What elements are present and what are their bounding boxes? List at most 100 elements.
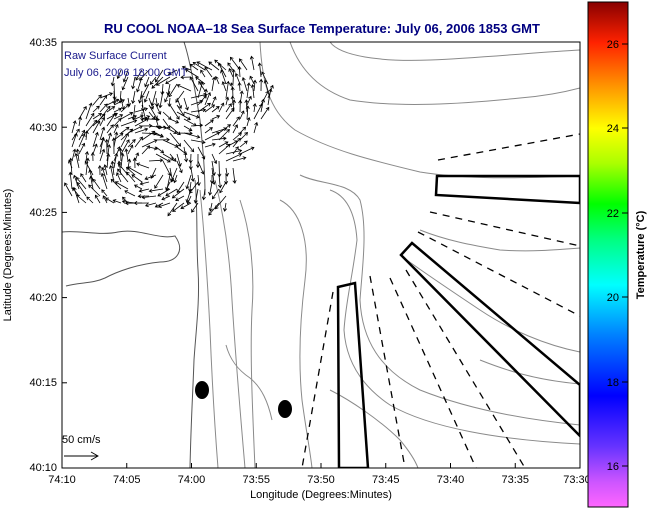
current-vector <box>211 96 217 106</box>
current-vector <box>141 145 151 155</box>
x-tick-label: 74:05 <box>113 474 141 486</box>
current-vector <box>162 125 178 134</box>
current-vector <box>267 88 273 106</box>
current-vector <box>110 178 122 190</box>
current-vector <box>90 152 95 162</box>
contour-12 <box>329 389 419 468</box>
current-vector <box>113 114 124 120</box>
current-vector <box>232 137 241 148</box>
current-vector <box>222 202 228 212</box>
current-vector <box>73 174 80 190</box>
current-vector <box>218 141 229 148</box>
current-vector <box>230 95 235 106</box>
current-vector <box>101 189 108 197</box>
current-vector <box>224 167 229 177</box>
current-vector <box>124 148 129 162</box>
colorbar-tick-label: 16 <box>607 461 619 473</box>
current-vector <box>155 153 171 163</box>
current-vector <box>158 202 171 209</box>
current-vector <box>225 96 230 106</box>
tick-marks <box>61 41 581 469</box>
current-vector <box>157 188 171 197</box>
colorbar-tick-label: 24 <box>607 123 619 135</box>
current-vector <box>250 84 255 99</box>
current-vector <box>208 202 213 212</box>
current-vector <box>100 172 108 190</box>
current-vector <box>84 130 89 141</box>
current-vector <box>183 139 195 153</box>
current-vector <box>165 188 178 197</box>
current-vector <box>124 190 136 197</box>
current-vector <box>225 148 243 155</box>
current-vector <box>105 197 115 204</box>
current-vector <box>92 178 101 190</box>
current-vector <box>92 112 103 120</box>
current-vector <box>225 80 231 99</box>
colorbar-tick-label: 22 <box>607 208 619 220</box>
current-vector <box>232 132 242 141</box>
current-vector <box>191 202 199 213</box>
current-vector <box>232 167 237 184</box>
current-vector <box>204 131 221 141</box>
current-vector <box>155 132 164 138</box>
current-vector <box>231 68 236 85</box>
current-vector <box>183 111 200 119</box>
current-vector <box>162 139 179 148</box>
current-vector <box>127 114 138 120</box>
current-vector <box>127 125 143 134</box>
current-vector <box>133 201 150 206</box>
y-axis-label: Latitude (Degrees:Minutes) <box>2 189 14 322</box>
current-vector <box>103 164 108 176</box>
current-vector <box>225 103 232 113</box>
current-vector <box>154 97 159 107</box>
annotation-line2: July 06, 2006 18:00 GMT <box>64 67 188 79</box>
sector-lines <box>301 133 580 468</box>
contour-13 <box>225 344 273 421</box>
current-vector <box>211 188 220 200</box>
current-vector <box>238 99 243 113</box>
current-vector <box>192 62 206 71</box>
current-vector <box>154 202 164 208</box>
current-vector <box>78 142 86 155</box>
current-vector <box>204 142 216 148</box>
current-vector <box>244 99 249 113</box>
x-tick-label: 73:45 <box>372 474 400 486</box>
current-vector <box>260 90 269 106</box>
current-vector <box>239 140 248 148</box>
current-vector <box>186 195 192 205</box>
current-vector <box>263 79 269 92</box>
current-vector <box>190 108 207 113</box>
current-vector <box>246 95 252 106</box>
current-vector <box>193 188 199 204</box>
current-vector <box>198 80 206 92</box>
current-vector <box>211 136 227 141</box>
current-vector <box>120 119 138 127</box>
current-vector <box>68 171 73 190</box>
current-vector <box>228 68 234 78</box>
current-vector <box>134 127 149 134</box>
current-vector <box>158 90 164 109</box>
box-south <box>336 281 370 468</box>
current-vector <box>189 76 199 92</box>
current-vector <box>204 92 211 106</box>
current-vector <box>92 120 101 134</box>
current-vector <box>204 119 214 127</box>
current-vector <box>232 146 239 155</box>
current-vector <box>84 151 89 162</box>
current-vector <box>239 146 255 155</box>
current-vector <box>101 167 108 183</box>
contour-4 <box>299 174 580 426</box>
coastline <box>62 42 206 468</box>
current-vector <box>116 69 122 80</box>
current-vector <box>127 166 143 176</box>
current-vector <box>145 202 157 208</box>
colorbar-tick-label: 20 <box>607 292 619 304</box>
marker-station-b <box>278 400 292 418</box>
sector-line-6 <box>369 275 406 468</box>
current-vector <box>92 113 106 127</box>
current-vector <box>167 202 178 217</box>
current-vector <box>136 162 150 169</box>
contour-9 <box>199 189 219 468</box>
contour-6 <box>279 199 313 468</box>
current-vector <box>171 188 185 199</box>
